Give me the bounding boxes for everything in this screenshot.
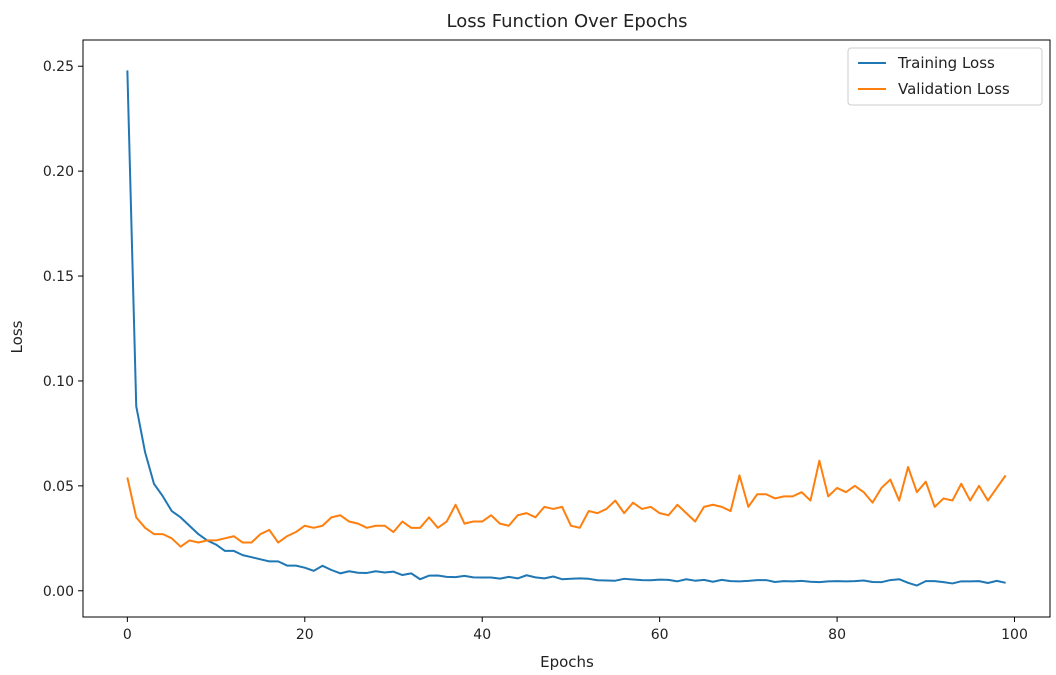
series-line-validation-loss bbox=[126, 459, 1007, 548]
y-tick-label: 0.15 bbox=[43, 269, 74, 285]
plot-frame bbox=[82, 39, 1051, 618]
y-axis-label: Loss bbox=[8, 320, 26, 353]
x-axis-label: Epochs bbox=[540, 653, 594, 671]
plot-lines bbox=[126, 70, 1007, 587]
x-tick-label: 80 bbox=[828, 627, 846, 643]
y-tick-label: 0.05 bbox=[43, 479, 74, 495]
x-tick-label: 100 bbox=[1001, 627, 1028, 643]
x-axis-ticks: 0 20 40 60 80 100 bbox=[123, 617, 1028, 643]
legend-label: Validation Loss bbox=[898, 80, 1010, 98]
x-tick-label: 60 bbox=[651, 627, 669, 643]
x-tick-label: 0 bbox=[123, 627, 132, 643]
x-tick-label: 20 bbox=[296, 627, 314, 643]
y-tick-label: 0.20 bbox=[43, 164, 74, 180]
y-tick-label: 0.00 bbox=[43, 584, 74, 600]
legend-label: Training Loss bbox=[897, 54, 995, 72]
y-axis-ticks: 0.00 0.05 0.10 0.15 0.20 0.25 bbox=[43, 59, 83, 600]
legend: Training Loss Validation Loss bbox=[847, 47, 1043, 106]
y-tick-label: 0.10 bbox=[43, 374, 74, 390]
legend-box bbox=[847, 47, 1043, 106]
x-tick-label: 40 bbox=[473, 627, 491, 643]
chart-title: Loss Function Over Epochs bbox=[447, 11, 688, 32]
y-tick-label: 0.25 bbox=[43, 59, 74, 75]
series-line-training-loss bbox=[126, 70, 1006, 587]
